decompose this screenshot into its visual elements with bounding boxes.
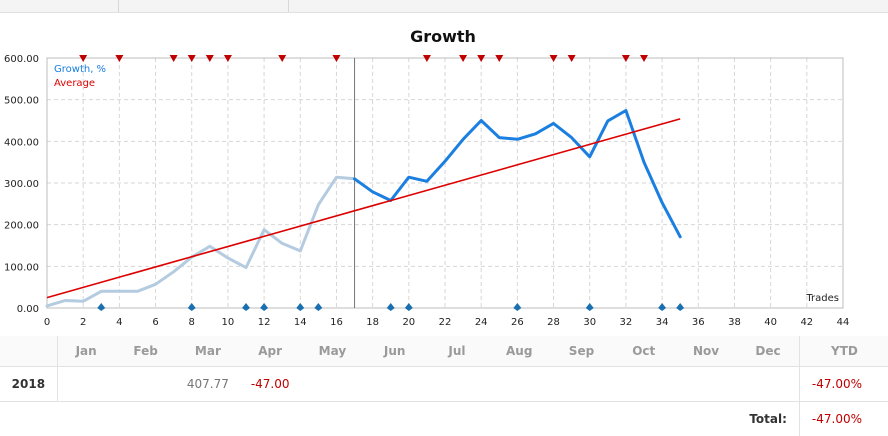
y-tick-label: 300.00 <box>4 179 39 190</box>
header-month: Sep <box>550 336 612 367</box>
x-tick-label: 18 <box>366 317 379 328</box>
x-tick-label: 24 <box>475 317 488 328</box>
plot-grid <box>47 58 843 308</box>
header-month: Jul <box>426 336 488 367</box>
month-value <box>613 367 675 402</box>
month-value <box>301 367 363 402</box>
blue-trade-marker <box>676 303 684 311</box>
chart-title: Growth <box>410 27 476 46</box>
row-ytd-value: -47.00% <box>799 367 888 402</box>
blue-trade-marker <box>296 303 304 311</box>
month-value <box>115 367 177 402</box>
average-line <box>47 119 680 298</box>
x-axis-label: Trades <box>805 293 839 304</box>
month-value-mar: 407.77 <box>177 367 239 402</box>
legend-average[interactable]: Average <box>54 78 95 89</box>
x-tick-label: 14 <box>294 317 307 328</box>
header-month: Mar <box>177 336 239 367</box>
header-month: Jun <box>364 336 426 367</box>
x-tick-label: 28 <box>547 317 560 328</box>
table-header-row: Jan Feb Mar Apr May Jun Jul Aug Sep Oct … <box>0 336 888 367</box>
toolbar-segment <box>0 0 119 12</box>
table-row: 2018 407.77 -47.00 -47.00% <box>0 367 888 402</box>
x-tick-label: 40 <box>764 317 777 328</box>
header-month: Aug <box>488 336 550 367</box>
header-month: May <box>301 336 363 367</box>
legend-growth[interactable]: Growth, % <box>54 64 106 75</box>
x-tick-label: 8 <box>189 317 195 328</box>
blue-trade-marker <box>513 303 521 311</box>
y-tick-label: 500.00 <box>4 96 39 107</box>
growth-line-history <box>47 177 355 306</box>
x-tick-label: 6 <box>152 317 158 328</box>
header-year <box>0 336 57 367</box>
x-tick-label: 44 <box>837 317 850 328</box>
x-tick-label: 42 <box>800 317 813 328</box>
x-tick-label: 0 <box>44 317 50 328</box>
x-tick-label: 4 <box>116 317 122 328</box>
header-month: Jan <box>57 336 114 367</box>
month-value <box>426 367 488 402</box>
x-tick-label: 32 <box>620 317 633 328</box>
growth-chart: Growth 0.00 100.00 200.00 300.00 400.00 500.0… <box>0 12 888 336</box>
y-axis: 0.00 100.00 200.00 300.00 400.00 500.00 600.00 <box>4 54 39 315</box>
blue-trade-marker <box>242 303 250 311</box>
total-value: -47.00% <box>799 402 888 436</box>
month-value <box>364 367 426 402</box>
total-label: Total: <box>0 402 799 436</box>
x-tick-label: 36 <box>692 317 705 328</box>
header-month: Oct <box>613 336 675 367</box>
x-tick-label: 26 <box>511 317 524 328</box>
header-month: Feb <box>115 336 177 367</box>
x-tick-label: 34 <box>656 317 669 328</box>
series-layer <box>47 111 680 306</box>
x-tick-label: 2 <box>80 317 86 328</box>
toolbar-segment <box>118 0 289 12</box>
month-value <box>488 367 550 402</box>
header-ytd: YTD <box>799 336 888 367</box>
blue-trade-marker <box>260 303 268 311</box>
blue-trade-marker <box>658 303 666 311</box>
y-tick-label: 600.00 <box>4 54 39 65</box>
y-tick-label: 100.00 <box>4 262 39 273</box>
x-tick-label: 16 <box>330 317 343 328</box>
row-year: 2018 <box>0 367 57 402</box>
blue-trade-marker <box>188 303 196 311</box>
header-month: Nov <box>675 336 737 367</box>
month-value <box>737 367 799 402</box>
x-tick-label: 30 <box>583 317 596 328</box>
x-tick-label: 22 <box>439 317 452 328</box>
monthly-growth-table: Jan Feb Mar Apr May Jun Jul Aug Sep Oct … <box>0 336 888 436</box>
x-tick-label: 10 <box>222 317 235 328</box>
x-tick-label: 20 <box>402 317 415 328</box>
y-tick-label: 200.00 <box>4 221 39 232</box>
blue-trade-marker <box>387 303 395 311</box>
month-value <box>57 367 114 402</box>
y-tick-label: 0.00 <box>17 304 39 315</box>
month-value <box>675 367 737 402</box>
y-tick-label: 400.00 <box>4 137 39 148</box>
month-value <box>550 367 612 402</box>
blue-trade-marker <box>314 303 322 311</box>
blue-trade-marker <box>405 303 413 311</box>
header-month: Apr <box>239 336 301 367</box>
x-tick-label: 38 <box>728 317 741 328</box>
x-tick-label: 12 <box>258 317 271 328</box>
blue-trade-marker <box>97 303 105 311</box>
total-row: Total: -47.00% <box>0 402 888 436</box>
blue-trade-marker <box>586 303 594 311</box>
month-value-apr: -47.00 <box>239 367 301 402</box>
header-month: Dec <box>737 336 799 367</box>
